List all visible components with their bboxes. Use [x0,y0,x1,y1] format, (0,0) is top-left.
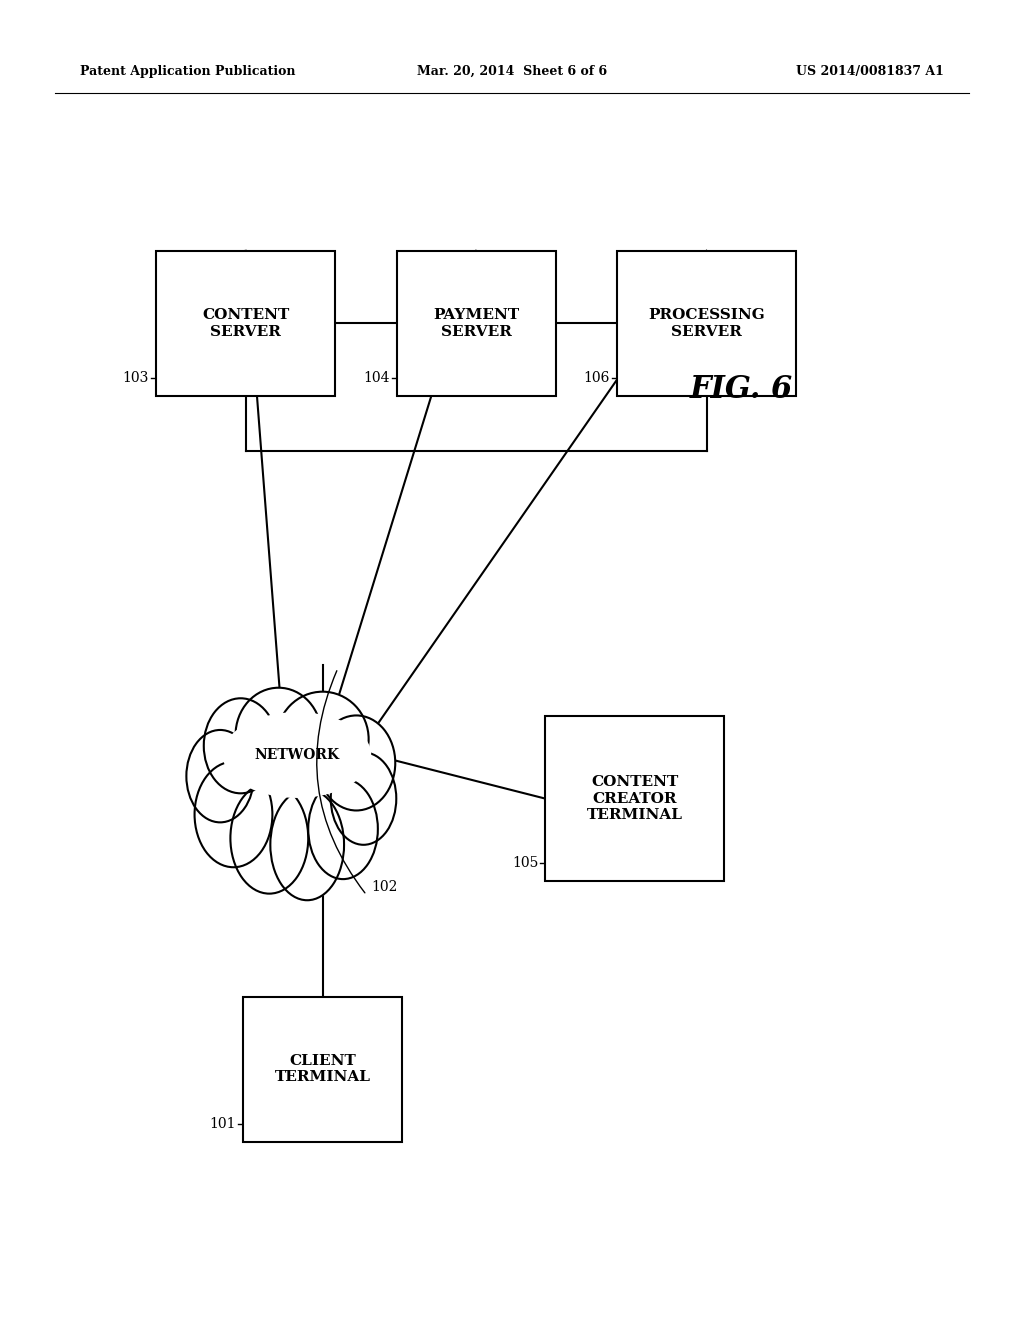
FancyBboxPatch shape [156,251,336,396]
Ellipse shape [317,715,395,810]
FancyBboxPatch shape [244,997,401,1142]
Text: 101: 101 [210,1117,237,1131]
Ellipse shape [230,783,308,894]
Text: 106: 106 [584,371,610,385]
Text: US 2014/0081837 A1: US 2014/0081837 A1 [796,65,944,78]
Text: NETWORK: NETWORK [254,748,340,762]
Ellipse shape [222,713,371,797]
Text: PROCESSING
SERVER: PROCESSING SERVER [648,309,765,338]
Text: 102: 102 [372,880,398,894]
Ellipse shape [276,692,369,787]
Text: 104: 104 [364,371,390,385]
Ellipse shape [331,752,396,845]
Text: Mar. 20, 2014  Sheet 6 of 6: Mar. 20, 2014 Sheet 6 of 6 [417,65,607,78]
Ellipse shape [236,688,322,783]
Text: 105: 105 [512,857,539,870]
Ellipse shape [308,779,378,879]
Ellipse shape [195,762,272,867]
Ellipse shape [270,789,344,900]
Text: CONTENT
CREATOR
TERMINAL: CONTENT CREATOR TERMINAL [587,775,683,822]
Text: CONTENT
SERVER: CONTENT SERVER [202,309,290,338]
FancyBboxPatch shape [397,251,555,396]
Text: FIG. 6: FIG. 6 [690,375,794,405]
Text: 103: 103 [123,371,150,385]
Text: PAYMENT
SERVER: PAYMENT SERVER [433,309,519,338]
FancyArrowPatch shape [316,671,365,892]
Text: CLIENT
TERMINAL: CLIENT TERMINAL [274,1055,371,1084]
FancyBboxPatch shape [545,715,725,882]
Text: Patent Application Publication: Patent Application Publication [80,65,296,78]
Ellipse shape [186,730,254,822]
FancyBboxPatch shape [616,251,796,396]
Ellipse shape [204,698,278,793]
